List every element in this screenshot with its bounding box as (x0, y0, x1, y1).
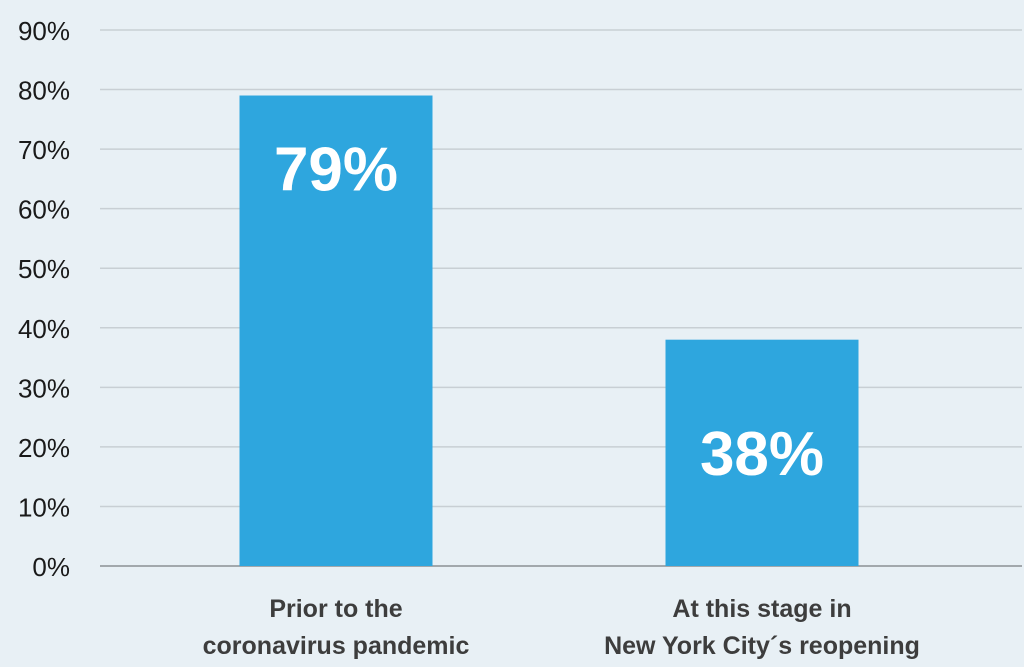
category-label: At this stage in (672, 595, 851, 623)
category-label: Prior to the (269, 595, 402, 623)
y-tick-label: 20% (18, 433, 70, 463)
gridlines (100, 29, 1022, 567)
x-axis-category-labels: Prior to the coronavirus pandemic At this … (203, 595, 920, 660)
y-tick-label: 40% (18, 314, 70, 344)
y-tick-label: 90% (18, 16, 70, 46)
bar (665, 339, 859, 566)
data-label: 79% (274, 136, 398, 205)
data-label: 38% (700, 420, 824, 489)
bars (239, 95, 859, 566)
category-label: coronavirus pandemic (203, 632, 470, 660)
y-tick-label: 10% (18, 492, 70, 522)
y-tick-label: 50% (18, 254, 70, 284)
y-tick-label: 30% (18, 373, 70, 403)
y-axis-tick-labels: 0% 10% 20% 30% 40% 50% 60% 70% 80% 90% (18, 16, 70, 582)
bar (239, 95, 433, 566)
y-tick-label: 70% (18, 135, 70, 165)
y-tick-label: 60% (18, 195, 70, 225)
y-tick-label: 0% (32, 552, 70, 582)
category-label: New York City´s reopening (604, 632, 920, 660)
y-tick-label: 80% (18, 76, 70, 106)
data-labels: 79% 38% (274, 136, 824, 489)
